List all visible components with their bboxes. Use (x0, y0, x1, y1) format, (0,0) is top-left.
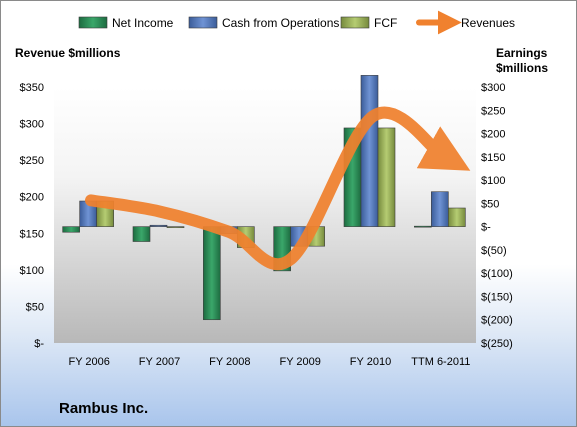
left-tick-label: $50 (26, 301, 44, 313)
bar-net-income (62, 226, 80, 233)
left-tick-label: $250 (20, 155, 44, 167)
right-tick-label: $(100) (481, 268, 513, 280)
legend-cash-from-operations-swatch (188, 16, 218, 29)
plot-area (54, 87, 476, 343)
bar-cash-from-operations (431, 191, 449, 227)
right-tick-label: $- (481, 222, 491, 234)
revenues-line (85, 106, 471, 271)
legend-revenues: Revenues (416, 10, 515, 35)
left-axis-title: Revenue $millions (15, 46, 121, 60)
legend-net-income: Net Income (78, 16, 174, 30)
left-tick-label: $150 (20, 228, 44, 240)
left-tick-label: $350 (20, 82, 44, 94)
right-tick-label: $300 (481, 82, 505, 94)
bar-fcf (377, 127, 396, 227)
bar-net-income (132, 226, 151, 242)
x-tick-label: FY 2007 (139, 356, 180, 368)
left-tick-label: $100 (20, 265, 44, 277)
right-axis-title: Earnings $millions (496, 46, 549, 75)
right-tick-label: $150 (481, 152, 505, 164)
x-tick-label: FY 2006 (68, 356, 109, 368)
bar-net-income (203, 226, 221, 321)
left-tick-label: $- (34, 338, 44, 350)
bar-cash-from-operations (149, 224, 168, 227)
right-tick-label: $50 (481, 198, 499, 210)
legend-cash-from-operations-label: Cash from Operations (222, 16, 339, 30)
x-tick-label: FY 2009 (279, 356, 320, 368)
right-tick-label: $100 (481, 175, 505, 187)
legend-revenues-label: Revenues (461, 16, 515, 30)
right-tick-label: $(200) (481, 315, 513, 327)
right-tick-label: $(250) (481, 338, 513, 350)
right-tick-label: $250 (481, 105, 505, 117)
bar-cash-from-operations (360, 75, 379, 227)
legend-net-income-swatch (78, 16, 108, 29)
bar-fcf (166, 226, 185, 228)
x-tick-label: FY 2010 (350, 356, 391, 368)
right-tick-label: $(150) (481, 291, 513, 303)
legend-fcf-label: FCF (374, 16, 397, 30)
x-tick-label: TTM 6-2011 (411, 356, 470, 368)
legend-fcf-swatch (340, 16, 370, 29)
left-tick-label: $300 (20, 119, 44, 131)
company-label: Rambus Inc. (59, 400, 149, 417)
legend-fcf: FCF (340, 16, 397, 30)
right-tick-label: $(50) (481, 245, 507, 257)
right-tick-label: $200 (481, 129, 505, 141)
legend-cash-from-operations: Cash from Operations (188, 16, 339, 30)
left-tick-label: $200 (20, 192, 44, 204)
bar-fcf (448, 207, 466, 227)
x-tick-label: FY 2008 (209, 356, 250, 368)
legend-net-income-label: Net Income (112, 16, 174, 30)
bar-net-income (414, 225, 432, 228)
